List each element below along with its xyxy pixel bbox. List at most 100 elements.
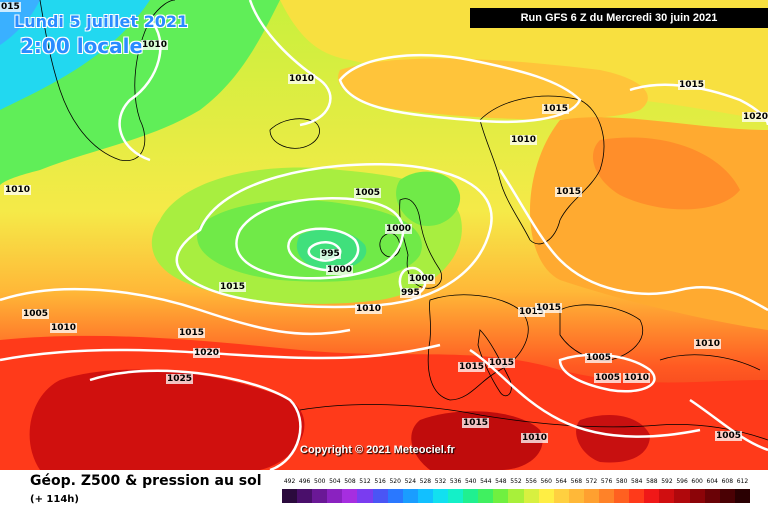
field-zone-low-uk [396, 171, 461, 226]
color-scale-tick: 604 [706, 478, 718, 485]
field-zone-darkred-atlantic [29, 369, 305, 470]
isobar-label: 1015 [178, 328, 206, 338]
color-scale-swatch [297, 489, 313, 503]
color-scale-swatch [719, 489, 735, 503]
color-scale-swatch [538, 489, 554, 503]
map-area: Lundi 5 juillet 2021 2:00 locale Run GFS… [0, 0, 768, 470]
color-scale-tick: 492 [283, 478, 296, 485]
isobars [0, 0, 768, 470]
isobar-1010-low [175, 163, 493, 309]
color-scale-tick: 540 [464, 478, 477, 485]
isobar-label: 1015 [542, 104, 570, 114]
isobar-1015-atlantic [0, 287, 351, 336]
color-scale-swatch [402, 489, 418, 503]
isobar-label: 1005 [22, 309, 50, 319]
color-scale-tick: 548 [495, 478, 507, 485]
isobar-label: 1000 [385, 224, 413, 234]
color-scale-swatch [659, 489, 675, 503]
color-scale-swatch [704, 489, 720, 503]
isobar-label: 1015 [535, 303, 563, 313]
isobar-label: 015 [0, 2, 21, 12]
legend-footer: Géop. Z500 & pression au sol (+ 114h) 49… [0, 470, 768, 512]
field-zone-yellow-north [280, 0, 768, 120]
product-title: Géop. Z500 & pression au sol [30, 473, 262, 489]
color-scale-tick: 508 [344, 478, 356, 485]
western-europe-coast [427, 294, 529, 401]
color-scale-swatch [282, 489, 298, 503]
isobar-label: 1010 [694, 339, 722, 349]
isobar-label: 995 [320, 249, 341, 259]
color-scale-tick: 496 [298, 478, 311, 485]
isobar-1005-east [689, 398, 768, 452]
color-scale-tick: 560 [540, 478, 552, 485]
isobar-label: 1005 [585, 353, 613, 363]
turkey-coast [659, 354, 761, 371]
field-zone-orange-finland [592, 137, 740, 210]
isobar-label: 1020 [742, 112, 768, 122]
color-scale-swatch [372, 489, 388, 503]
geopotential-field [0, 0, 768, 470]
color-scale-swatch [493, 489, 509, 503]
isobar-label: 1010 [50, 323, 78, 333]
isobar-1015-high [338, 53, 582, 124]
color-scale-tick: 584 [631, 478, 643, 485]
coastlines [39, 0, 768, 441]
isobar-label: 1010 [623, 373, 651, 383]
isobar-label: 1010 [288, 74, 316, 84]
color-scale-tick: 588 [646, 478, 658, 485]
isobar-label: 1020 [193, 348, 221, 358]
isobar-label: 1005 [715, 431, 743, 441]
color-scale-swatch [387, 489, 403, 503]
isobar-label: 1015 [488, 358, 516, 368]
isobar-label: 1010 [510, 135, 538, 145]
color-scale-swatch [674, 489, 690, 503]
isobar-label: 1015 [458, 362, 486, 372]
color-scale-swatch [312, 489, 328, 503]
isobar-label: 1015 [678, 80, 706, 90]
color-scale-tick: 576 [600, 478, 613, 485]
color-scale-tick: 596 [676, 478, 688, 485]
color-scale-tick: 516 [374, 478, 386, 485]
color-scale-swatch [417, 489, 433, 503]
forecast-lead-time: (+ 114h) [30, 494, 79, 505]
color-scale-tick: 520 [389, 478, 401, 485]
color-scale-tick: 612 [736, 478, 749, 485]
isobar-label: 1005 [594, 373, 622, 383]
isobar-1020 [0, 343, 441, 362]
color-scale-swatch [734, 489, 750, 503]
color-scale-tick: 608 [721, 478, 734, 485]
isobar-label: 1015 [462, 418, 490, 428]
color-scale-tick: 600 [691, 478, 703, 485]
color-scale-tick: 544 [480, 478, 492, 485]
color-scale-swatch [689, 489, 705, 503]
color-scale-tick: 556 [525, 478, 537, 485]
isobar-label: 1010 [355, 304, 383, 314]
color-scale-tick: 512 [359, 478, 371, 485]
scandinavia-coast [479, 95, 605, 245]
color-scale-tick: 524 [404, 478, 417, 485]
color-scale-swatch [568, 489, 584, 503]
north-africa-coast [299, 404, 768, 441]
color-scale-swatch [583, 489, 599, 503]
color-scale-swatch [598, 489, 615, 503]
isobar-label: 1000 [408, 274, 436, 284]
field-zone-darkred-africa [411, 411, 543, 470]
color-scale-swatch [327, 489, 343, 503]
britain-coast [399, 198, 442, 289]
color-scale-swatch [342, 489, 358, 503]
color-scale-swatch [523, 489, 539, 503]
iceland-coast [269, 118, 320, 149]
color-scale-tick: 552 [510, 478, 522, 485]
italy-coast [477, 329, 512, 397]
isobar-1015-europe [498, 169, 768, 312]
color-scale-tick: 500 [314, 478, 326, 485]
forecast-date: Lundi 5 juillet 2021 [14, 12, 189, 31]
color-scale-tick: 528 [419, 478, 432, 485]
isobar-label: 1010 [141, 40, 169, 50]
isobar-label: 995 [400, 288, 421, 298]
color-scale-swatch [629, 489, 645, 503]
isobar-1015-med [469, 348, 701, 438]
color-scale-tick: 580 [615, 478, 628, 485]
isobar-label: 1015 [219, 282, 247, 292]
